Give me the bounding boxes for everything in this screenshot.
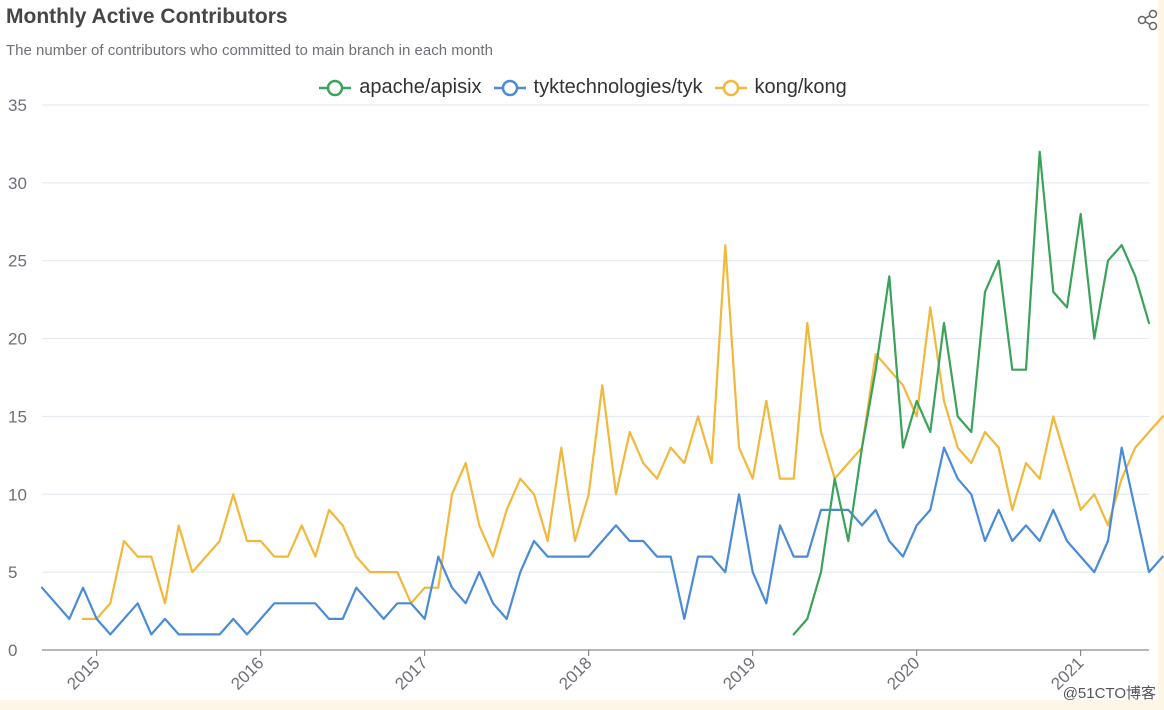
legend-marker-icon <box>493 79 526 96</box>
y-tick-label: 30 <box>8 174 27 193</box>
series-line-kong-kong <box>81 244 1164 621</box>
legend-marker-icon <box>319 79 352 96</box>
series-line-tyktechnologies-tyk <box>40 446 1164 636</box>
legend-label: apache/apisix <box>359 76 482 98</box>
y-tick-label: 5 <box>8 563 17 582</box>
legend-label: kong/kong <box>754 76 847 98</box>
y-tick-label: 15 <box>8 407 27 426</box>
x-tick-label: 2015 <box>63 653 103 693</box>
y-tick-label: 20 <box>8 330 27 349</box>
chart-subtitle: The number of contributors who committed… <box>6 42 493 59</box>
share-icon[interactable] <box>1137 9 1159 31</box>
x-tick-label: 2018 <box>555 653 595 693</box>
legend-label: tyktechnologies/tyk <box>533 76 703 98</box>
legend-item-kong[interactable]: kong/kong <box>713 76 847 99</box>
watermark: @51CTO博客 <box>1062 685 1156 702</box>
chart-title: Monthly Active Contributors <box>6 5 288 28</box>
series-line-apache-apisix <box>792 150 1151 636</box>
y-tick-label: 0 <box>8 641 17 660</box>
y-tick-label: 10 <box>8 485 27 504</box>
y-tick-label: 25 <box>8 252 27 271</box>
legend-item-tyk[interactable]: tyktechnologies/tyk <box>492 76 703 99</box>
legend-item-apisix[interactable]: apache/apisix <box>317 76 482 99</box>
x-tick-label: 2019 <box>719 653 759 693</box>
x-tick-label: 2016 <box>227 653 267 693</box>
y-tick-label: 35 <box>8 96 27 115</box>
chart-legend: apache/apisix tyktechnologies/tyk kong/k… <box>0 76 1164 99</box>
x-tick-label: 2017 <box>391 653 431 693</box>
legend-marker-icon <box>714 79 747 96</box>
x-tick-label: 2020 <box>883 653 923 693</box>
